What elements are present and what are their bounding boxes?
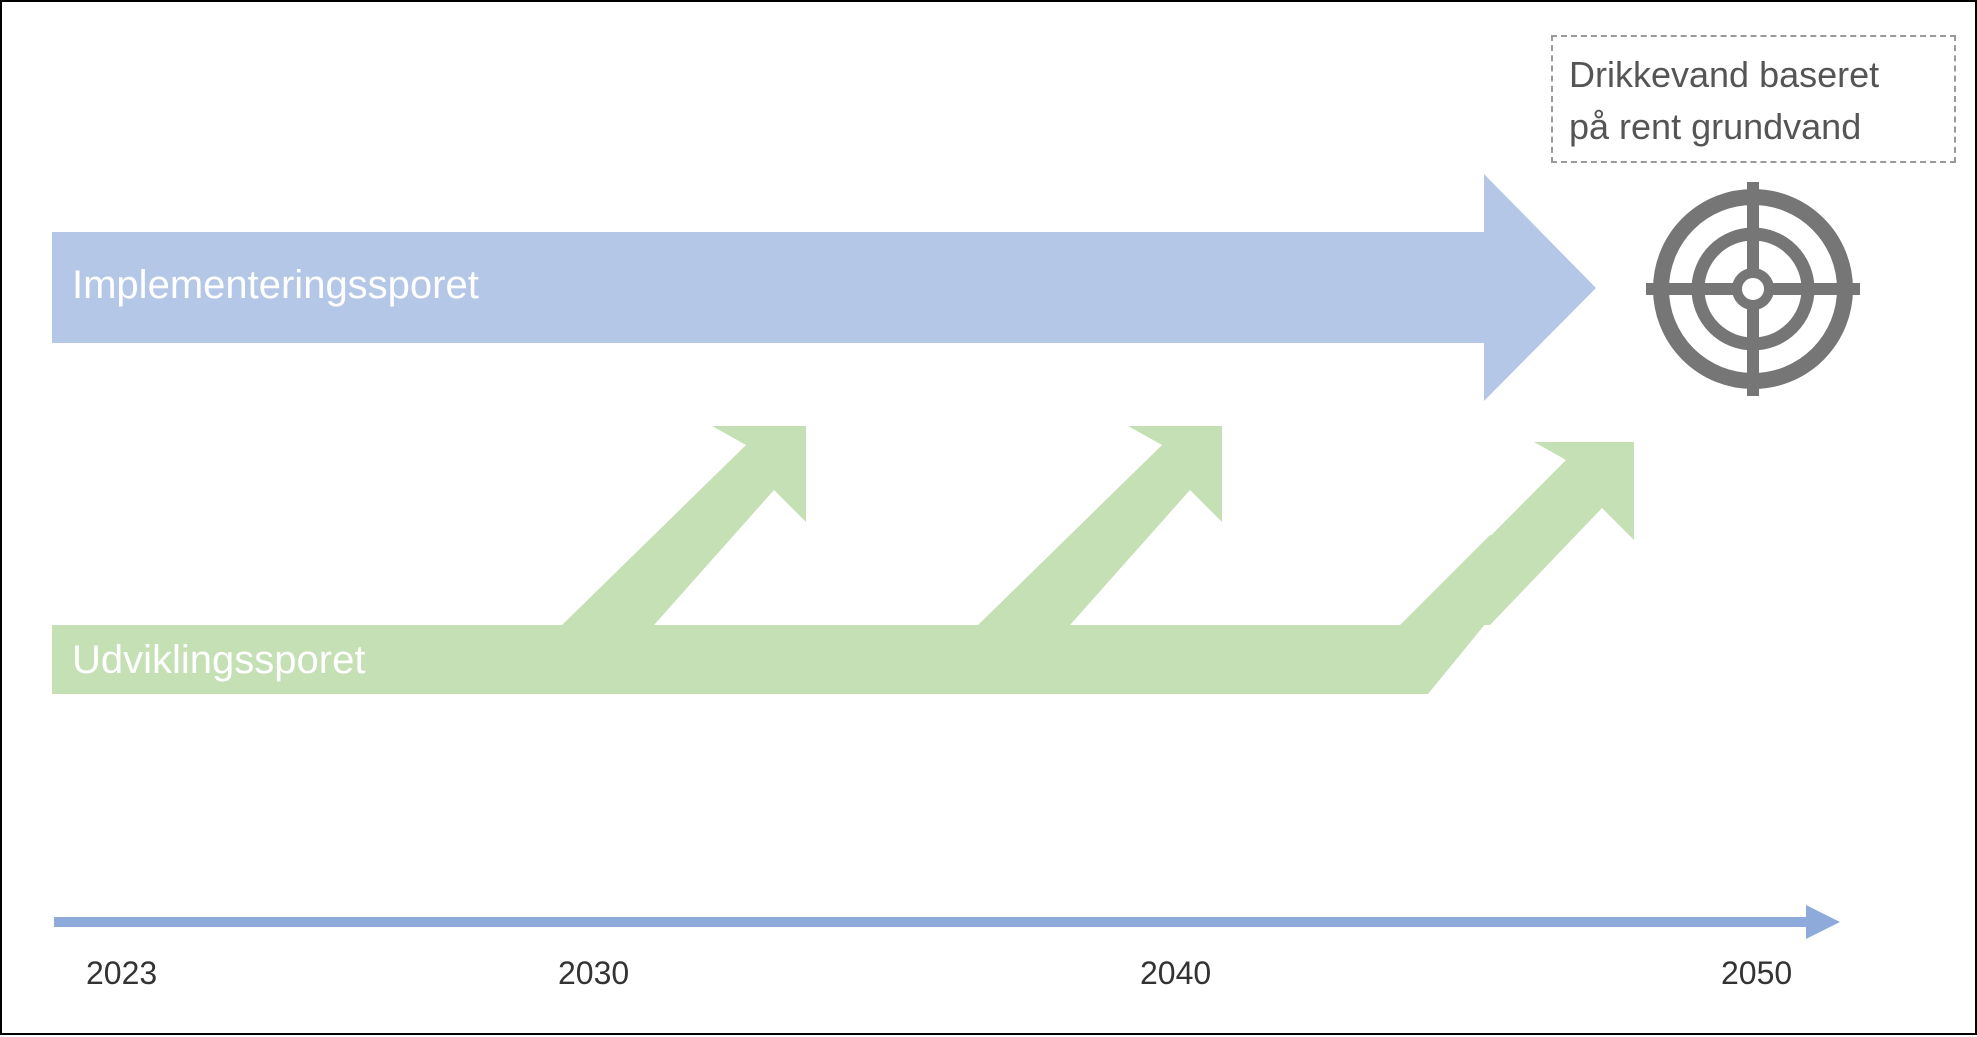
implementation-track-label: Implementeringssporet — [72, 263, 479, 307]
development-track — [52, 426, 1634, 694]
year-label-2040: 2040 — [1140, 955, 1212, 991]
year-label-2023: 2023 — [86, 955, 158, 991]
implementation-track-arrow — [52, 174, 1596, 401]
timeline-axis-line — [54, 917, 1814, 927]
development-track-label: Udviklingssporet — [72, 638, 366, 682]
year-label-2030: 2030 — [558, 955, 630, 991]
development-branch-arrow-2 — [978, 426, 1222, 625]
development-track-bar — [52, 535, 1558, 694]
year-label-2050: 2050 — [1721, 955, 1793, 991]
goal-text-box: Drikkevand baseret på rent grundvand — [1551, 35, 1956, 163]
timeline-axis-arrowhead — [1806, 905, 1840, 939]
development-branch-arrow-1 — [562, 426, 806, 625]
goal-text-line-2: på rent grundvand — [1569, 106, 1862, 147]
development-branch-arrow-3 — [1402, 442, 1634, 625]
goal-text-line-1: Drikkevand baseret — [1569, 54, 1880, 95]
target-icon — [1646, 182, 1860, 396]
timeline-axis — [54, 905, 1840, 939]
